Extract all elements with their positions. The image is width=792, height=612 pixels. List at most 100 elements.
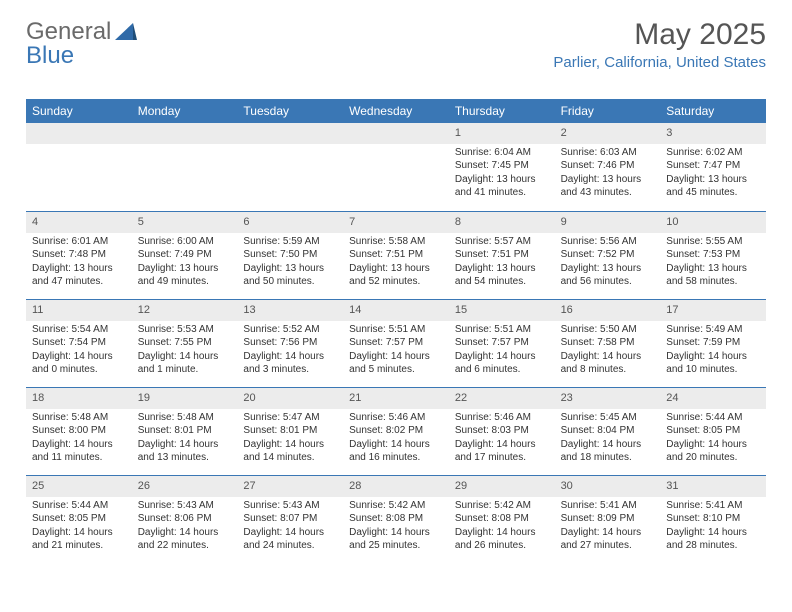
- cell-content: Sunrise: 5:45 AMSunset: 8:04 PMDaylight:…: [555, 409, 661, 465]
- sunrise-line: Sunrise: 5:59 AM: [243, 235, 337, 249]
- calendar-cell: [343, 123, 449, 211]
- daylight-line: Daylight: 14 hours and 16 minutes.: [349, 438, 443, 465]
- sunrise-line: Sunrise: 5:50 AM: [561, 323, 655, 337]
- daylight-line: Daylight: 14 hours and 28 minutes.: [666, 526, 760, 553]
- daylight-line: Daylight: 14 hours and 21 minutes.: [32, 526, 126, 553]
- month-title: May 2025: [553, 18, 766, 52]
- day-number-bar: 16: [555, 300, 661, 321]
- cell-content: Sunrise: 5:41 AMSunset: 8:10 PMDaylight:…: [660, 497, 766, 553]
- calendar-cell: 2Sunrise: 6:03 AMSunset: 7:46 PMDaylight…: [555, 123, 661, 211]
- sunset-line: Sunset: 7:56 PM: [243, 336, 337, 350]
- sunrise-line: Sunrise: 5:51 AM: [349, 323, 443, 337]
- sunrise-line: Sunrise: 6:02 AM: [666, 146, 760, 160]
- daylight-line: Daylight: 13 hours and 50 minutes.: [243, 262, 337, 289]
- sunrise-line: Sunrise: 5:43 AM: [243, 499, 337, 513]
- sunrise-line: Sunrise: 5:48 AM: [138, 411, 232, 425]
- daylight-line: Daylight: 14 hours and 20 minutes.: [666, 438, 760, 465]
- calendar-cell: 23Sunrise: 5:45 AMSunset: 8:04 PMDayligh…: [555, 387, 661, 475]
- day-number-bar: 22: [449, 388, 555, 409]
- sunset-line: Sunset: 8:01 PM: [243, 424, 337, 438]
- cell-content: Sunrise: 5:51 AMSunset: 7:57 PMDaylight:…: [449, 321, 555, 377]
- cell-content: Sunrise: 5:42 AMSunset: 8:08 PMDaylight:…: [343, 497, 449, 553]
- sunrise-line: Sunrise: 5:47 AM: [243, 411, 337, 425]
- day-number-bar: 27: [237, 476, 343, 497]
- day-number-bar: 24: [660, 388, 766, 409]
- sunrise-line: Sunrise: 5:45 AM: [561, 411, 655, 425]
- daylight-line: Daylight: 13 hours and 47 minutes.: [32, 262, 126, 289]
- cell-content: Sunrise: 5:43 AMSunset: 8:07 PMDaylight:…: [237, 497, 343, 553]
- day-number-bar: 19: [132, 388, 238, 409]
- calendar-body: 1Sunrise: 6:04 AMSunset: 7:45 PMDaylight…: [26, 123, 766, 563]
- sunset-line: Sunset: 7:46 PM: [561, 159, 655, 173]
- calendar-cell: 12Sunrise: 5:53 AMSunset: 7:55 PMDayligh…: [132, 299, 238, 387]
- day-number-bar: 3: [660, 123, 766, 144]
- calendar-cell: 4Sunrise: 6:01 AMSunset: 7:48 PMDaylight…: [26, 211, 132, 299]
- day-number-bar: 23: [555, 388, 661, 409]
- cell-content: Sunrise: 5:41 AMSunset: 8:09 PMDaylight:…: [555, 497, 661, 553]
- cell-content: Sunrise: 5:51 AMSunset: 7:57 PMDaylight:…: [343, 321, 449, 377]
- cell-content: Sunrise: 5:49 AMSunset: 7:59 PMDaylight:…: [660, 321, 766, 377]
- cell-content: Sunrise: 5:44 AMSunset: 8:05 PMDaylight:…: [26, 497, 132, 553]
- calendar-cell: 21Sunrise: 5:46 AMSunset: 8:02 PMDayligh…: [343, 387, 449, 475]
- sunrise-line: Sunrise: 5:41 AM: [561, 499, 655, 513]
- calendar: SundayMondayTuesdayWednesdayThursdayFrid…: [26, 99, 766, 563]
- day-number-bar: 7: [343, 212, 449, 233]
- sunset-line: Sunset: 8:01 PM: [138, 424, 232, 438]
- calendar-cell: 7Sunrise: 5:58 AMSunset: 7:51 PMDaylight…: [343, 211, 449, 299]
- calendar-cell: 3Sunrise: 6:02 AMSunset: 7:47 PMDaylight…: [660, 123, 766, 211]
- daylight-line: Daylight: 14 hours and 6 minutes.: [455, 350, 549, 377]
- cell-content: [237, 144, 343, 146]
- logo-triangle-icon: [115, 23, 137, 41]
- cell-content: Sunrise: 5:58 AMSunset: 7:51 PMDaylight:…: [343, 233, 449, 289]
- day-number-bar: 5: [132, 212, 238, 233]
- sunset-line: Sunset: 7:51 PM: [455, 248, 549, 262]
- cell-content: Sunrise: 5:46 AMSunset: 8:02 PMDaylight:…: [343, 409, 449, 465]
- daylight-line: Daylight: 14 hours and 3 minutes.: [243, 350, 337, 377]
- day-number-bar: 20: [237, 388, 343, 409]
- daylight-line: Daylight: 13 hours and 45 minutes.: [666, 173, 760, 200]
- sunset-line: Sunset: 8:07 PM: [243, 512, 337, 526]
- sunrise-line: Sunrise: 5:56 AM: [561, 235, 655, 249]
- cell-content: [26, 144, 132, 146]
- daylight-line: Daylight: 14 hours and 27 minutes.: [561, 526, 655, 553]
- header: General May 2025 Parlier, California, Un…: [26, 18, 766, 71]
- sunset-line: Sunset: 8:08 PM: [349, 512, 443, 526]
- daylight-line: Daylight: 14 hours and 17 minutes.: [455, 438, 549, 465]
- weekday-header: Monday: [132, 99, 238, 123]
- calendar-cell: 5Sunrise: 6:00 AMSunset: 7:49 PMDaylight…: [132, 211, 238, 299]
- sunset-line: Sunset: 7:45 PM: [455, 159, 549, 173]
- day-number-bar: 30: [555, 476, 661, 497]
- cell-content: Sunrise: 6:01 AMSunset: 7:48 PMDaylight:…: [26, 233, 132, 289]
- sunset-line: Sunset: 8:09 PM: [561, 512, 655, 526]
- day-number-bar: 21: [343, 388, 449, 409]
- sunrise-line: Sunrise: 5:51 AM: [455, 323, 549, 337]
- daylight-line: Daylight: 14 hours and 22 minutes.: [138, 526, 232, 553]
- sunset-line: Sunset: 7:59 PM: [666, 336, 760, 350]
- daylight-line: Daylight: 14 hours and 26 minutes.: [455, 526, 549, 553]
- daylight-line: Daylight: 14 hours and 8 minutes.: [561, 350, 655, 377]
- day-number-bar: [343, 123, 449, 144]
- day-number-bar: 13: [237, 300, 343, 321]
- calendar-cell: 20Sunrise: 5:47 AMSunset: 8:01 PMDayligh…: [237, 387, 343, 475]
- calendar-cell: 28Sunrise: 5:42 AMSunset: 8:08 PMDayligh…: [343, 475, 449, 563]
- calendar-cell: 13Sunrise: 5:52 AMSunset: 7:56 PMDayligh…: [237, 299, 343, 387]
- sunrise-line: Sunrise: 6:04 AM: [455, 146, 549, 160]
- sunrise-line: Sunrise: 5:52 AM: [243, 323, 337, 337]
- calendar-cell: 1Sunrise: 6:04 AMSunset: 7:45 PMDaylight…: [449, 123, 555, 211]
- sunrise-line: Sunrise: 5:48 AM: [32, 411, 126, 425]
- cell-content: Sunrise: 5:46 AMSunset: 8:03 PMDaylight:…: [449, 409, 555, 465]
- day-number-bar: 14: [343, 300, 449, 321]
- cell-content: Sunrise: 5:50 AMSunset: 7:58 PMDaylight:…: [555, 321, 661, 377]
- cell-content: [132, 144, 238, 146]
- sunrise-line: Sunrise: 6:01 AM: [32, 235, 126, 249]
- page-root: General May 2025 Parlier, California, Un…: [0, 0, 792, 573]
- daylight-line: Daylight: 13 hours and 54 minutes.: [455, 262, 549, 289]
- calendar-cell: 19Sunrise: 5:48 AMSunset: 8:01 PMDayligh…: [132, 387, 238, 475]
- calendar-cell: 24Sunrise: 5:44 AMSunset: 8:05 PMDayligh…: [660, 387, 766, 475]
- calendar-cell: 6Sunrise: 5:59 AMSunset: 7:50 PMDaylight…: [237, 211, 343, 299]
- cell-content: Sunrise: 5:52 AMSunset: 7:56 PMDaylight:…: [237, 321, 343, 377]
- calendar-cell: 31Sunrise: 5:41 AMSunset: 8:10 PMDayligh…: [660, 475, 766, 563]
- day-number-bar: [237, 123, 343, 144]
- calendar-cell: 22Sunrise: 5:46 AMSunset: 8:03 PMDayligh…: [449, 387, 555, 475]
- day-number-bar: 10: [660, 212, 766, 233]
